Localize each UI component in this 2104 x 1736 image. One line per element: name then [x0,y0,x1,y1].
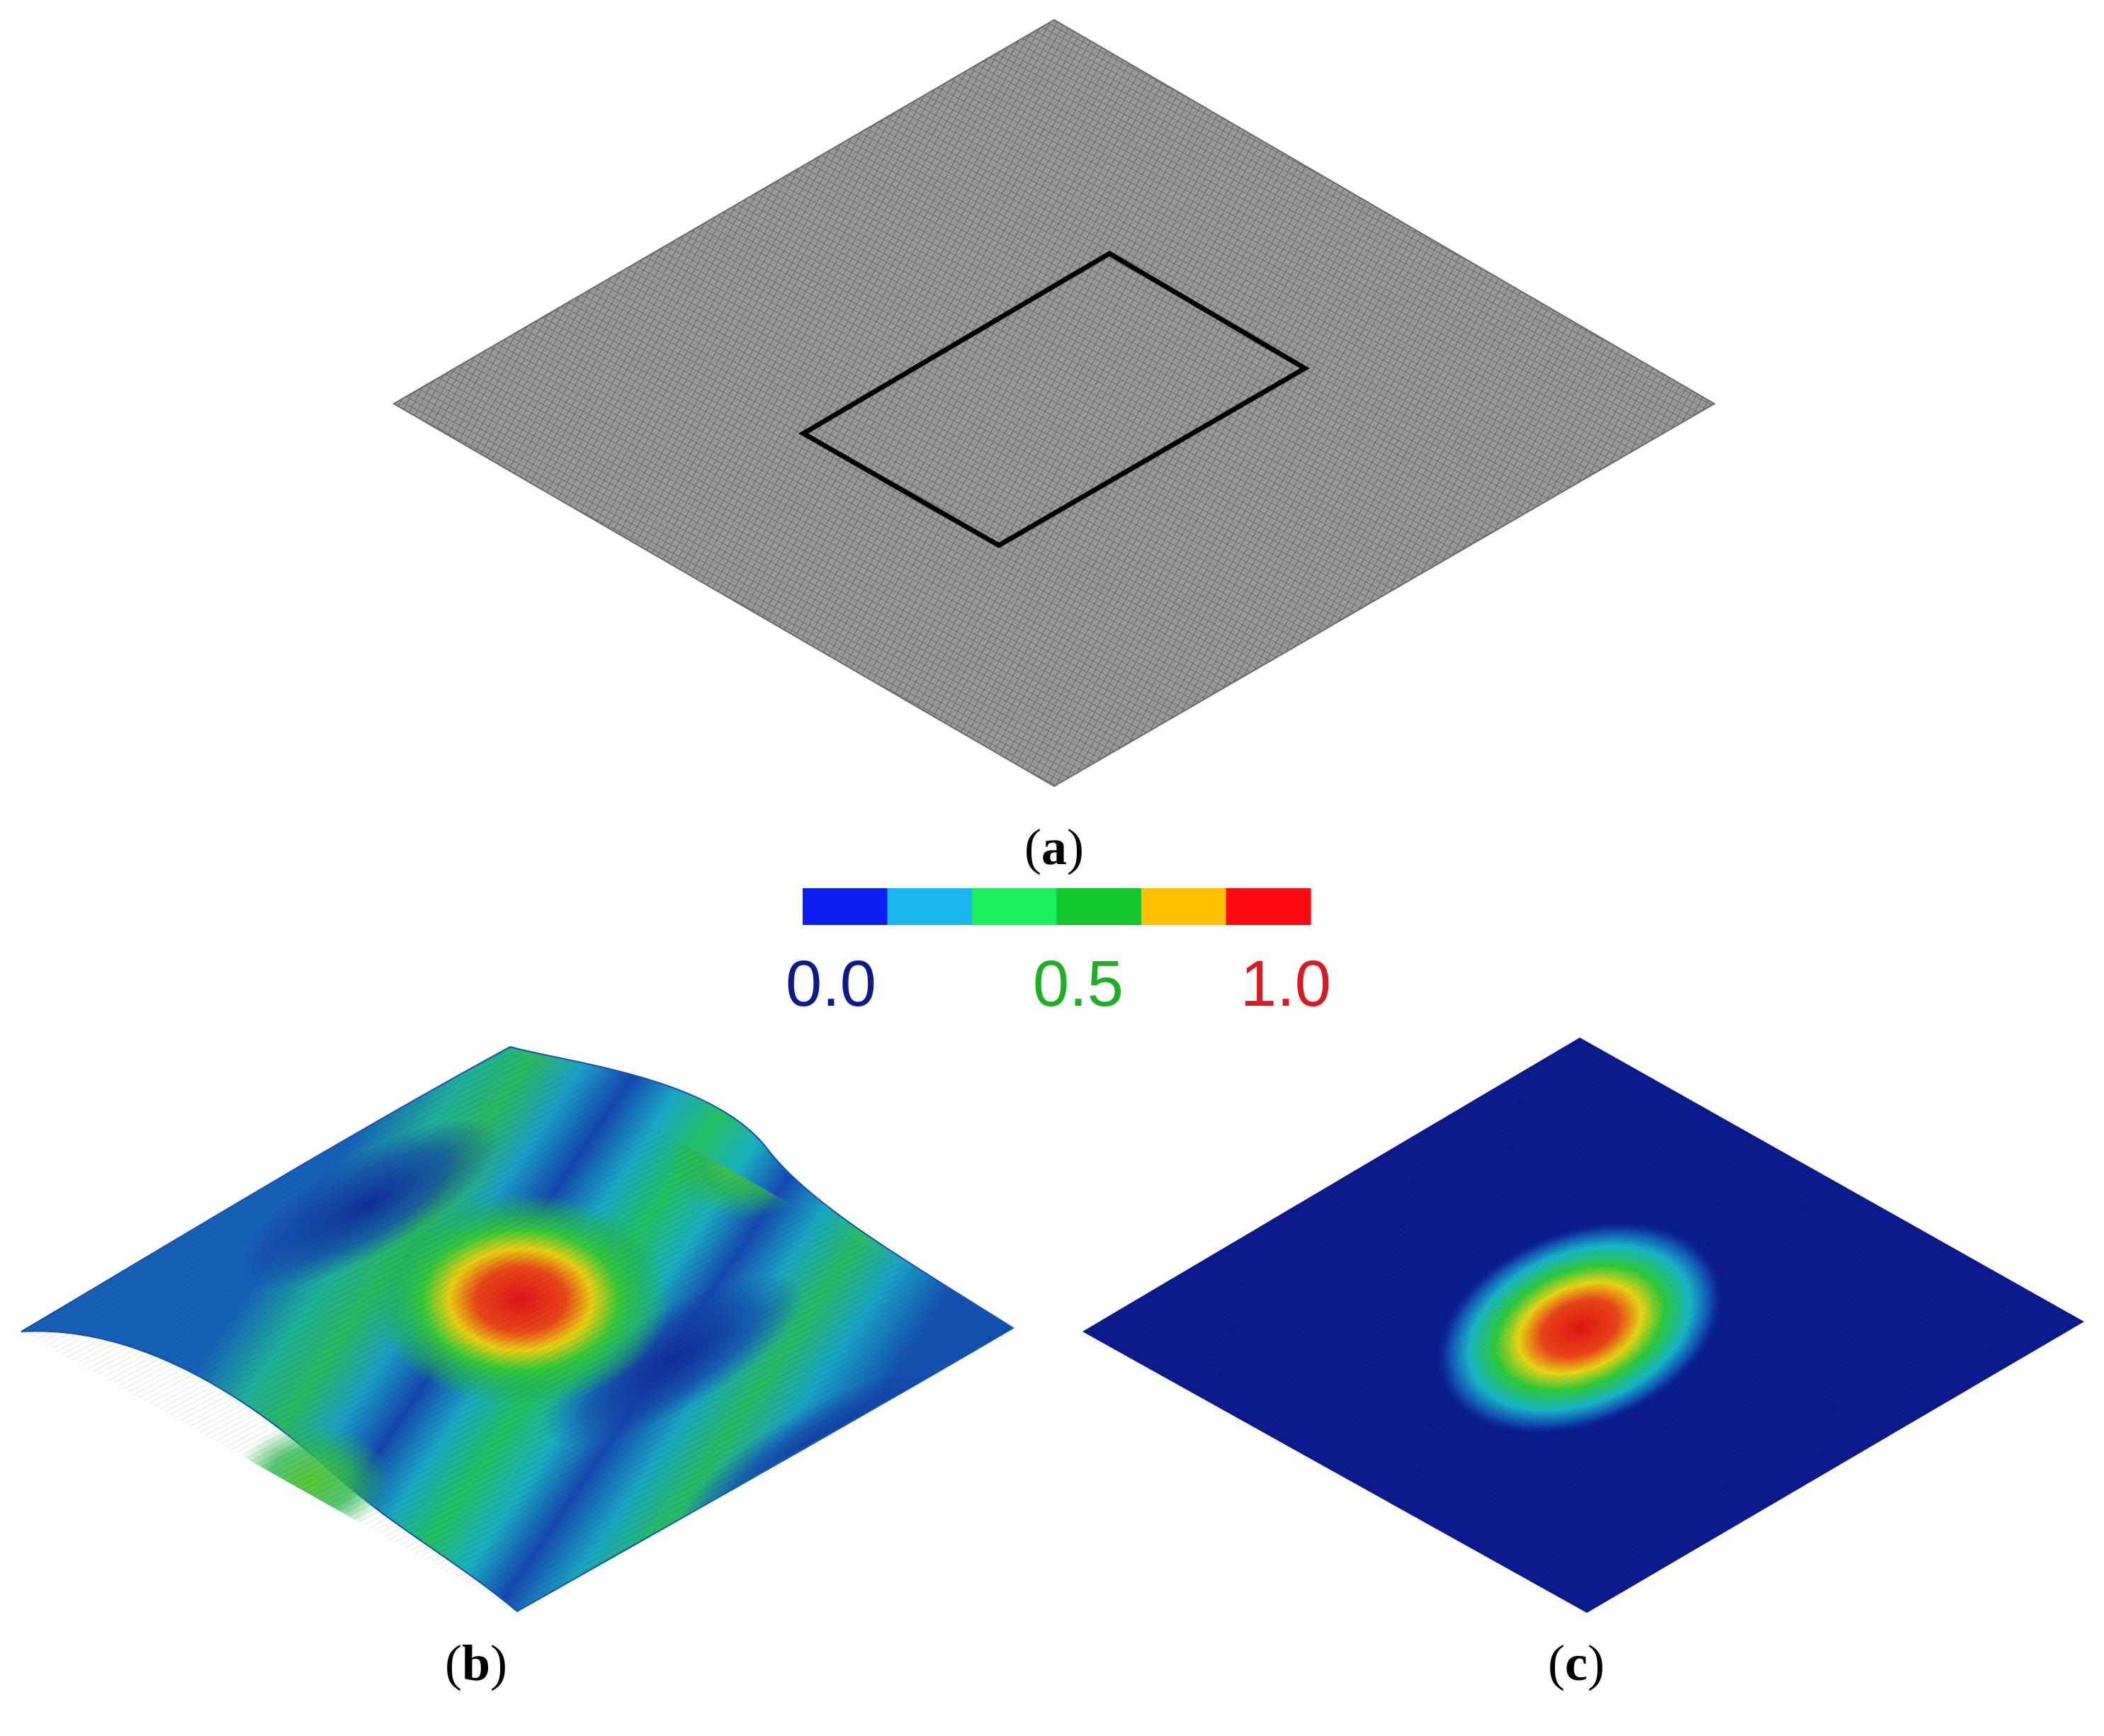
colorbar-segment-3 [972,888,1058,925]
panel-c: (c) [1082,1037,2085,1691]
colorbar-label-mid: 0.5 [1033,948,1124,1020]
panel-b-caption: (b) [445,1635,507,1691]
colorbar-segment-6 [1226,888,1311,925]
colorbar-segment-1 [803,888,888,925]
panel-b: (b) [21,1045,1014,1691]
panel-a-mesh-overlay [394,20,1714,786]
colorbar-segments [803,888,1311,925]
colorbar-segment-4 [1056,888,1142,925]
colorbar-segment-5 [1141,888,1227,925]
colorbar-segment-2 [887,888,973,925]
panel-a: (a) [392,18,1716,875]
panel-a-caption: (a) [1024,819,1084,875]
panel-a-load-region-outline [798,250,1310,549]
panel-c-caption: (c) [1548,1635,1605,1691]
colorbar-label-min: 0.0 [786,948,876,1020]
colorbar: 0.0 0.5 1.0 [786,888,1331,1020]
colorbar-label-max: 1.0 [1240,948,1331,1020]
